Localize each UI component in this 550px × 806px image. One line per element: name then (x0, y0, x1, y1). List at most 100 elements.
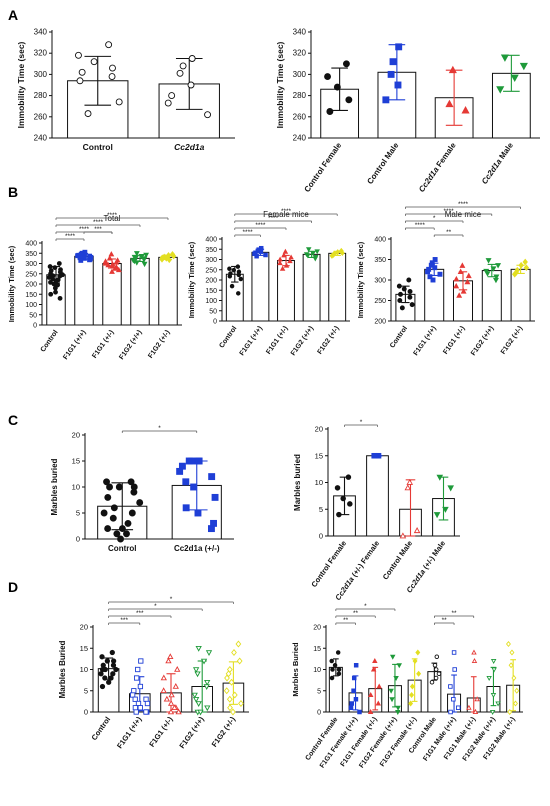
chart-b1: Total 0 50 100 150 200 250 300 350 400 Immobility … (7, 212, 182, 361)
data-point (345, 474, 352, 480)
y-axis-label: Immobility Time (sec) (16, 41, 26, 128)
significance-label: ** (343, 617, 349, 624)
bar (320, 88, 360, 139)
data-point (471, 649, 477, 655)
data-point (493, 274, 500, 280)
data-point (464, 278, 471, 285)
data-point (236, 272, 242, 278)
x-tick-label: Control (389, 325, 409, 349)
data-point (395, 710, 401, 716)
data-point (351, 675, 357, 681)
data-point (167, 700, 175, 706)
data-point (357, 709, 362, 715)
data-point (445, 99, 454, 108)
data-point (204, 679, 211, 686)
bar (251, 251, 270, 322)
data-point (283, 262, 290, 268)
data-point (108, 73, 116, 80)
data-point (188, 55, 196, 62)
panel-label-b: B (8, 184, 18, 200)
data-point (55, 282, 61, 288)
data-point (135, 700, 142, 707)
data-point (406, 277, 412, 283)
data-point (104, 493, 112, 501)
data-point (132, 255, 139, 261)
panel-label-a: A (8, 7, 18, 23)
bar (74, 255, 94, 326)
data-point (105, 261, 112, 268)
data-point (238, 699, 244, 708)
data-point (312, 256, 319, 262)
y-tick-label: 10 (72, 483, 80, 492)
data-point (133, 251, 140, 257)
significance-label: *** (120, 617, 128, 624)
data-point (277, 260, 283, 266)
data-point (165, 657, 172, 664)
data-point (333, 83, 341, 91)
y-tick-label: 150 (25, 292, 37, 299)
y-tick-label: 280 (293, 91, 307, 100)
data-point (389, 697, 395, 703)
data-point (132, 696, 138, 702)
data-point (432, 257, 438, 262)
data-point (190, 483, 198, 491)
data-point (389, 58, 397, 66)
data-point (336, 511, 342, 518)
y-tick-label: 0 (213, 319, 217, 326)
data-point (348, 705, 354, 711)
data-point (339, 249, 345, 256)
data-point (123, 530, 130, 538)
y-tick-label: 300 (25, 261, 37, 268)
data-point (113, 530, 121, 538)
data-point (427, 274, 433, 280)
data-point (136, 499, 144, 507)
data-point (258, 249, 264, 254)
significance-label: **** (65, 233, 76, 240)
significance-label: *** (94, 226, 102, 233)
y-tick-label: 50 (29, 312, 37, 319)
y-tick-label: 50 (209, 308, 217, 315)
data-point (335, 650, 341, 655)
x-tick-label: F1G2 (+/-) (316, 325, 340, 356)
y-tick-label: 400 (25, 241, 37, 248)
data-point (460, 288, 467, 294)
data-point (108, 675, 114, 681)
data-point (500, 54, 509, 62)
y-tick-label: 10 (313, 667, 321, 674)
x-tick-label: F1G1 (+/-) (265, 325, 289, 356)
x-tick-label: F1G1 Female (+/-) (340, 716, 379, 768)
y-tick-label: 340 (293, 28, 307, 37)
data-point (513, 700, 518, 707)
data-point (109, 262, 116, 269)
data-point (104, 658, 110, 664)
data-point (200, 658, 208, 665)
data-point (404, 484, 412, 491)
data-point (109, 268, 115, 274)
y-tick-label: 100 (25, 302, 37, 309)
y-tick-label: 300 (34, 70, 48, 79)
data-point (305, 247, 312, 253)
data-point (228, 678, 235, 686)
data-point (135, 666, 141, 673)
data-point (396, 663, 402, 669)
data-point (192, 667, 200, 673)
data-point (436, 671, 442, 677)
y-tick-label: 10 (80, 665, 88, 674)
y-tick-label: 5 (84, 686, 88, 695)
data-point (112, 265, 119, 271)
data-point (401, 286, 407, 292)
x-tick-label: F1G1 (+/+) (412, 325, 437, 357)
data-point (110, 658, 117, 664)
data-point (98, 671, 104, 677)
data-point (342, 60, 350, 68)
significance-label: **** (107, 212, 118, 219)
data-point (133, 709, 139, 715)
data-point (143, 252, 150, 259)
data-point (137, 705, 143, 711)
y-tick-label: 200 (25, 282, 37, 289)
data-point (231, 648, 237, 657)
y-tick-label: 15 (72, 457, 80, 466)
data-point (143, 709, 149, 715)
bar (130, 257, 150, 326)
